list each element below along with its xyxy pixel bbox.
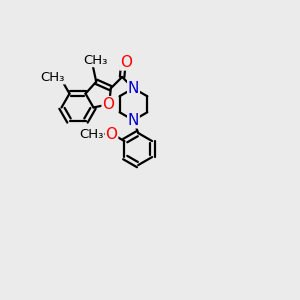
Text: N: N [128,81,139,96]
Text: O: O [120,55,132,70]
Text: N: N [128,113,139,128]
Text: O: O [106,127,118,142]
Text: CH₃: CH₃ [40,71,65,84]
Text: CH₃: CH₃ [83,54,108,67]
Text: N: N [128,81,139,96]
Text: O: O [102,97,114,112]
Text: CH₃: CH₃ [80,128,104,141]
